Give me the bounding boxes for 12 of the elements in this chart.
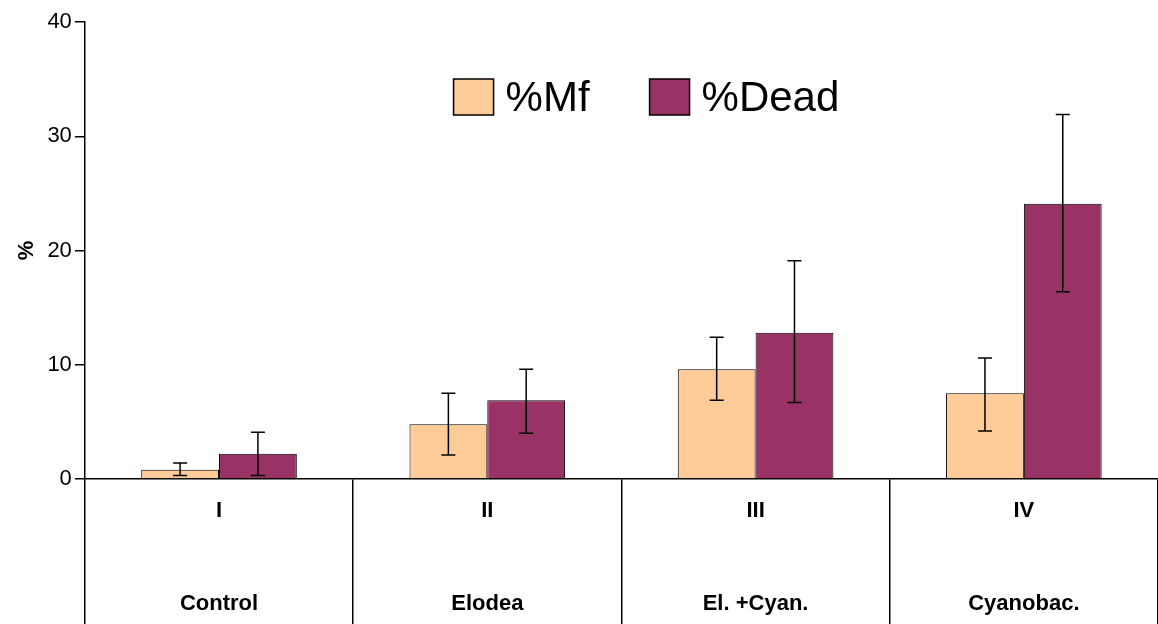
y-tick-label: 20 [47, 236, 72, 262]
category-label: I Control [179, 497, 259, 616]
category-label: III El. +Cyan. [702, 497, 809, 616]
y-tick-label: 0 [59, 465, 72, 491]
y-axis-title: % [13, 240, 39, 261]
y-tick-label: 10 [47, 350, 72, 376]
category-label: II Elodea [451, 497, 524, 616]
y-tick-label: 40 [47, 8, 72, 34]
y-tick-label: 30 [47, 122, 72, 148]
legend-label: %Mf [505, 72, 590, 120]
category-label: IV Cyanobac. [968, 497, 1080, 616]
legend-label: %Dead [701, 72, 840, 120]
